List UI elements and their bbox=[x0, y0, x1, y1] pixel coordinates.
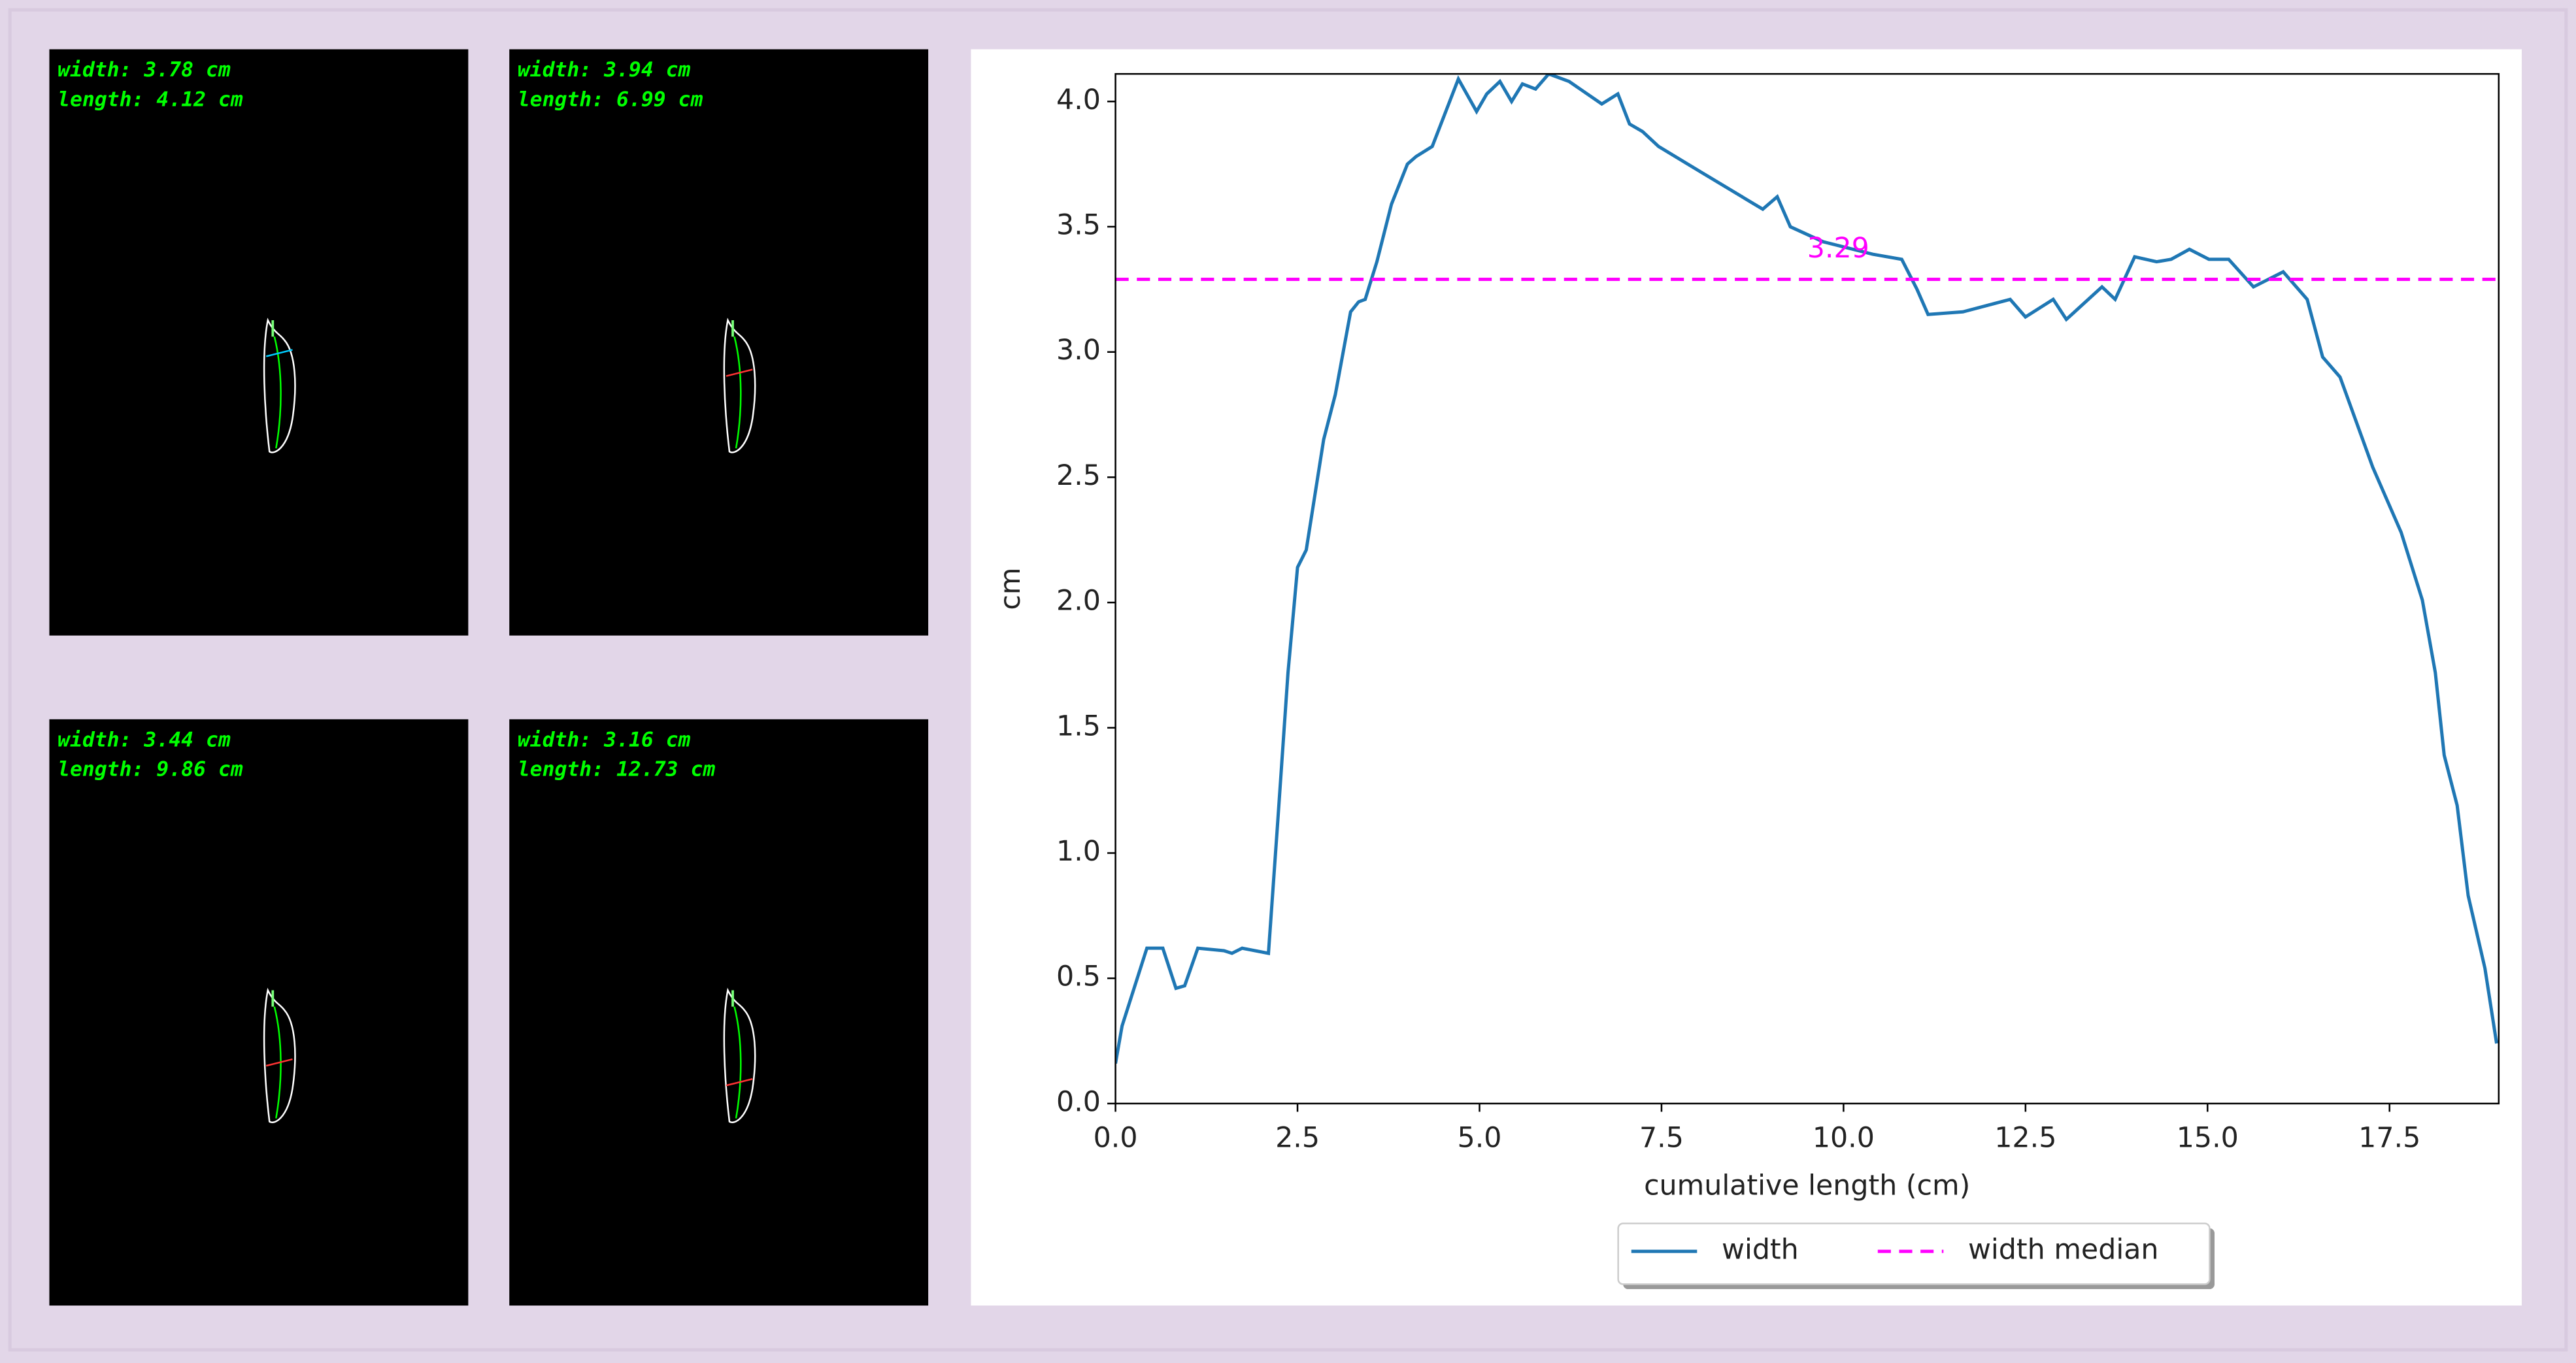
pepper-midline bbox=[733, 1006, 742, 1119]
y-axis-label: cm bbox=[994, 567, 1027, 610]
x-tick-label: 17.5 bbox=[2358, 1122, 2420, 1155]
x-tick-label: 15.0 bbox=[2177, 1122, 2239, 1155]
pepper-outline bbox=[263, 318, 296, 453]
frame bbox=[8, 8, 2568, 1352]
x-axis-label: cumulative length (cm) bbox=[1644, 1170, 1970, 1202]
y-tick-label: 0.0 bbox=[1056, 1085, 1101, 1118]
median-label: 3.29 bbox=[1807, 232, 1869, 265]
pepper-midline bbox=[273, 1006, 282, 1119]
width-marker bbox=[726, 369, 753, 377]
x-tick-label: 2.5 bbox=[1275, 1122, 1320, 1155]
legend-box bbox=[1617, 1223, 2211, 1285]
x-tick-label: 12.5 bbox=[1994, 1122, 2056, 1155]
width-marker bbox=[726, 1078, 753, 1087]
panel-length-text: length: 6.99 cm bbox=[518, 88, 703, 111]
panel-length-text: length: 4.12 cm bbox=[58, 88, 243, 111]
y-tick-label: 0.5 bbox=[1056, 961, 1101, 993]
panel-width-text: width: 3.78 cm bbox=[58, 58, 231, 82]
width-marker bbox=[265, 1058, 293, 1067]
x-tick-label: 10.0 bbox=[1813, 1122, 1875, 1155]
image-panel bbox=[509, 719, 929, 1306]
image-panel bbox=[509, 49, 929, 636]
pepper-midline bbox=[733, 336, 742, 449]
chart-area bbox=[971, 49, 2522, 1306]
legend-label: width bbox=[1722, 1234, 1799, 1266]
legend-label: width median bbox=[1968, 1234, 2158, 1266]
line-series bbox=[1115, 74, 2499, 1064]
y-tick-label: 1.0 bbox=[1056, 835, 1101, 868]
pepper-outline bbox=[263, 987, 296, 1123]
y-tick-label: 2.5 bbox=[1056, 459, 1101, 492]
image-panel bbox=[49, 49, 469, 636]
pepper-outline bbox=[723, 987, 756, 1123]
axes-frame bbox=[1114, 73, 2500, 1105]
panel-length-text: length: 12.73 cm bbox=[518, 758, 716, 781]
panel-width-text: width: 3.94 cm bbox=[518, 58, 691, 82]
y-tick-label: 4.0 bbox=[1056, 84, 1101, 116]
panel-width-text: width: 3.16 cm bbox=[518, 728, 691, 751]
y-tick-label: 3.0 bbox=[1056, 334, 1101, 367]
y-tick-label: 2.0 bbox=[1056, 585, 1101, 617]
image-panel bbox=[49, 719, 469, 1306]
y-tick-label: 3.5 bbox=[1056, 208, 1101, 241]
x-tick-label: 5.0 bbox=[1458, 1122, 1502, 1155]
x-tick-label: 0.0 bbox=[1094, 1122, 1138, 1155]
panel-width-text: width: 3.44 cm bbox=[58, 728, 231, 751]
y-tick-label: 1.5 bbox=[1056, 710, 1101, 742]
x-tick-label: 7.5 bbox=[1639, 1122, 1684, 1155]
panel-length-text: length: 9.86 cm bbox=[58, 758, 243, 781]
pepper-outline bbox=[723, 318, 756, 453]
width-marker bbox=[265, 349, 293, 357]
pepper-midline bbox=[273, 336, 282, 449]
